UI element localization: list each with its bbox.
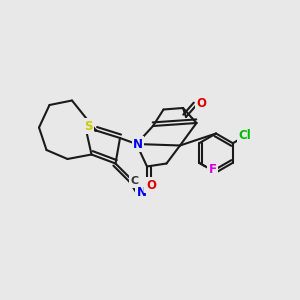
Text: F: F [208,163,217,176]
Text: S: S [84,119,92,133]
Text: N: N [137,186,147,200]
Text: Cl: Cl [238,129,251,142]
Text: N: N [133,137,143,151]
Text: O: O [146,179,156,192]
Text: O: O [196,97,206,110]
Text: C: C [130,176,139,187]
